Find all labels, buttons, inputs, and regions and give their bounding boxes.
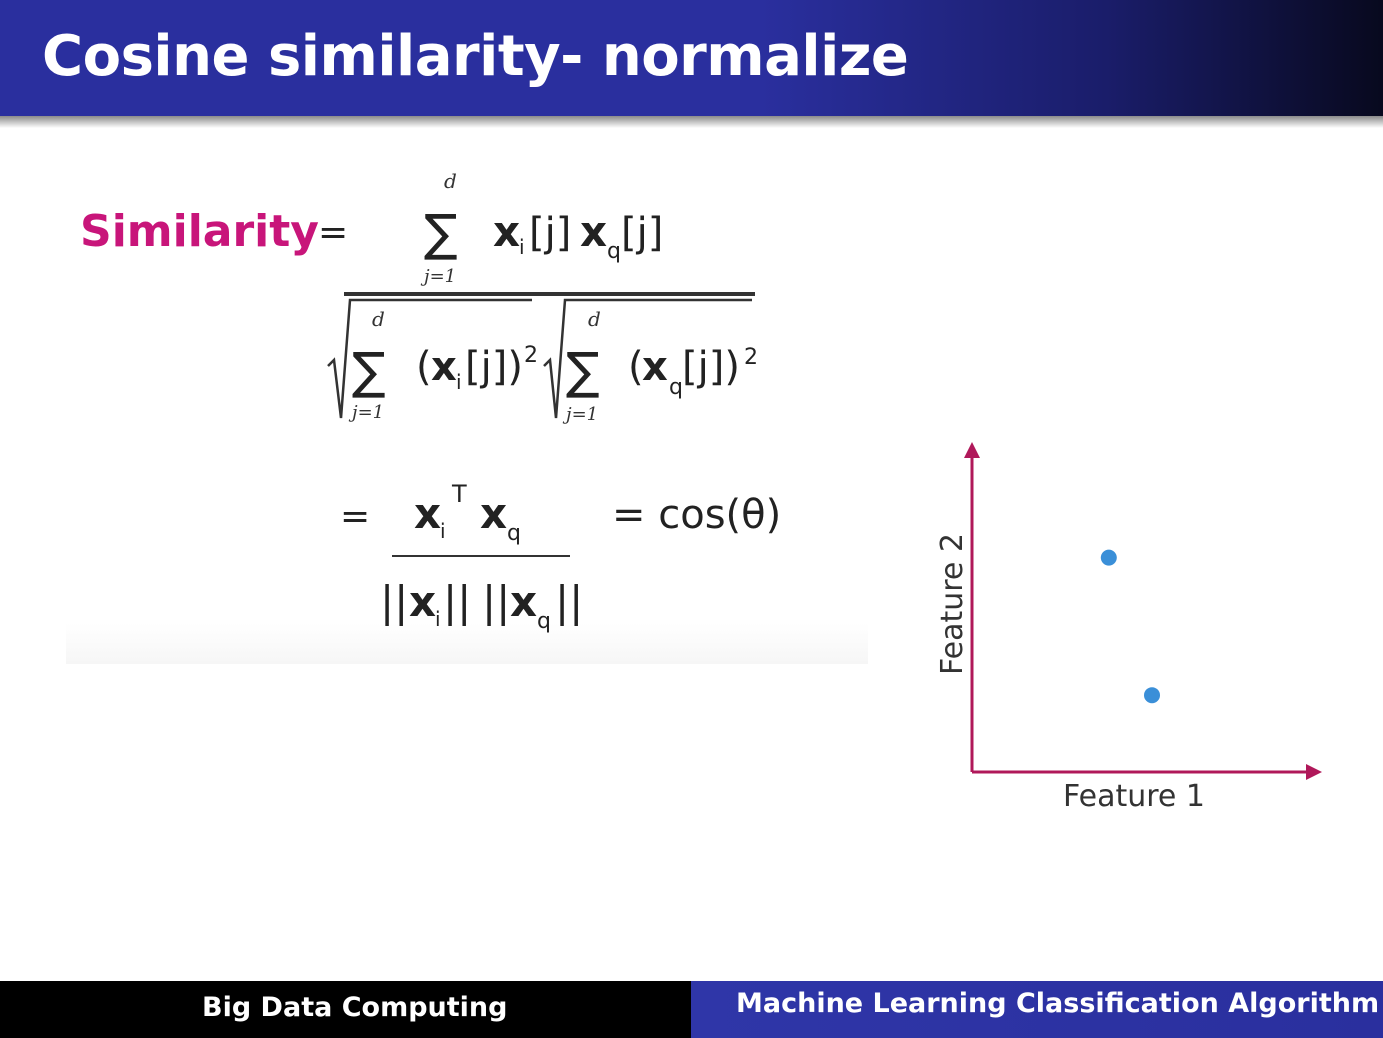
denom2-square: 2 <box>744 345 758 370</box>
sqrt-sign-1 <box>327 298 532 419</box>
similarity-label: Similarity <box>80 206 319 257</box>
denom2-sub-q: q <box>669 375 683 400</box>
numerator-sum-lower: j=1 <box>420 266 456 287</box>
x-axis-label: Feature 1 <box>1063 779 1205 814</box>
feature-plot: Feature 1 Feature 2 <box>935 442 1322 814</box>
numerator-sub-i: i <box>519 235 525 259</box>
denom1-sub-i: i <box>456 370 462 394</box>
y-axis-arrowhead <box>964 442 980 458</box>
sqrt-sign-2 <box>543 298 752 419</box>
footer-course-title: Big Data Computing <box>202 992 508 1023</box>
denom1-vec-i: x <box>431 344 457 390</box>
second-num-vec-i: x <box>414 489 441 538</box>
equals-sign-2: = <box>340 496 370 537</box>
cos-theta-text: = cos(θ) <box>612 492 781 538</box>
denom2-vec-q: x <box>642 344 668 390</box>
second-num-transpose: T <box>451 480 467 508</box>
second-num-sub-i: i <box>440 519 446 543</box>
norm-bars-3: || <box>482 577 510 626</box>
plot-point-2 <box>1144 687 1160 704</box>
norm-vec-i: x <box>409 577 436 626</box>
second-num-vec-q: x <box>480 489 507 538</box>
footer-topic-title: Machine Learning Classification Algorith… <box>736 988 1380 1019</box>
numerator-sub-q: q <box>607 239 621 264</box>
norm-sub-q: q <box>537 609 551 634</box>
x-axis-arrowhead <box>1306 764 1322 780</box>
norm-bars-2: || <box>443 577 471 626</box>
norm-bars-4: || <box>555 577 583 626</box>
formula-panel <box>66 152 868 664</box>
numerator-index-i: [j] <box>529 210 571 256</box>
second-num-sub-q: q <box>507 521 521 546</box>
denom2-sum-symbol: ∑ <box>566 342 600 400</box>
slide-title: Cosine similarity- normalize <box>42 24 909 89</box>
plot-points <box>1100 549 1160 704</box>
numerator-vec-i: x <box>493 207 520 256</box>
denom2-index-close: [j]) <box>682 344 740 390</box>
denom1-sum-lower: j=1 <box>348 402 384 423</box>
denom1-square: 2 <box>524 343 538 368</box>
numerator-vec-q: x <box>580 207 607 256</box>
y-axis-label: Feature 2 <box>935 533 970 675</box>
denom2-sum-upper: d <box>588 307 601 331</box>
denom2-paren-open: ( <box>628 344 644 390</box>
slide-header <box>0 0 1383 116</box>
norm-sub-i: i <box>435 607 441 631</box>
denom1-index-close: [j]) <box>465 344 523 390</box>
numerator-sum-symbol: ∑ <box>424 204 458 262</box>
norm-bars-1: || <box>380 577 408 626</box>
plot-point-1 <box>1100 549 1117 566</box>
footer-right-bar <box>691 981 1383 1038</box>
numerator-sum-upper: d <box>444 169 457 193</box>
denom1-paren-open: ( <box>416 344 432 390</box>
denom1-sum-symbol: ∑ <box>352 342 386 400</box>
denom1-sum-upper: d <box>372 307 385 331</box>
header-shadow <box>0 116 1383 128</box>
equals-sign-1: = <box>318 212 348 253</box>
footer-left-bar <box>0 981 691 1038</box>
norm-vec-q: x <box>510 577 537 626</box>
numerator-index-q: [j] <box>621 210 663 256</box>
denom2-sum-lower: j=1 <box>562 404 598 425</box>
